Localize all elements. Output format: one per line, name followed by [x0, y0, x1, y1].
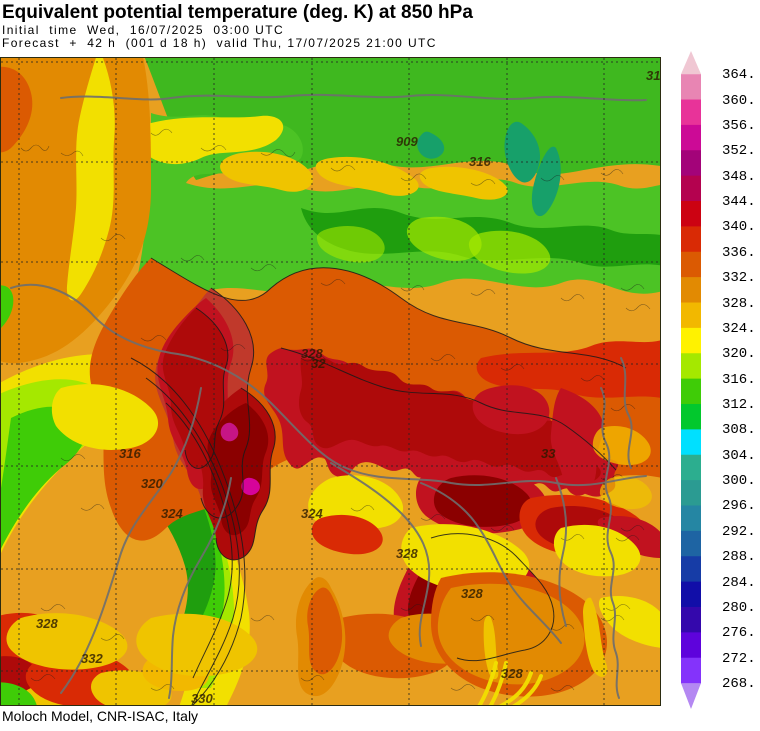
svg-text:320: 320 — [141, 476, 163, 491]
svg-text:328: 328 — [396, 546, 418, 561]
svg-text:33: 33 — [541, 446, 556, 461]
svg-text:324: 324 — [161, 506, 183, 521]
svg-text:316: 316 — [119, 446, 141, 461]
svg-text:328: 328 — [501, 666, 523, 681]
svg-text:328: 328 — [461, 586, 483, 601]
svg-text:328: 328 — [36, 616, 58, 631]
svg-text:316: 316 — [469, 154, 491, 169]
svg-text:324: 324 — [301, 506, 323, 521]
svg-text:332: 332 — [81, 651, 103, 666]
svg-text:316: 316 — [646, 68, 661, 83]
svg-text:330: 330 — [191, 691, 213, 706]
svg-text:32: 32 — [311, 356, 326, 371]
svg-text:909: 909 — [396, 134, 418, 149]
